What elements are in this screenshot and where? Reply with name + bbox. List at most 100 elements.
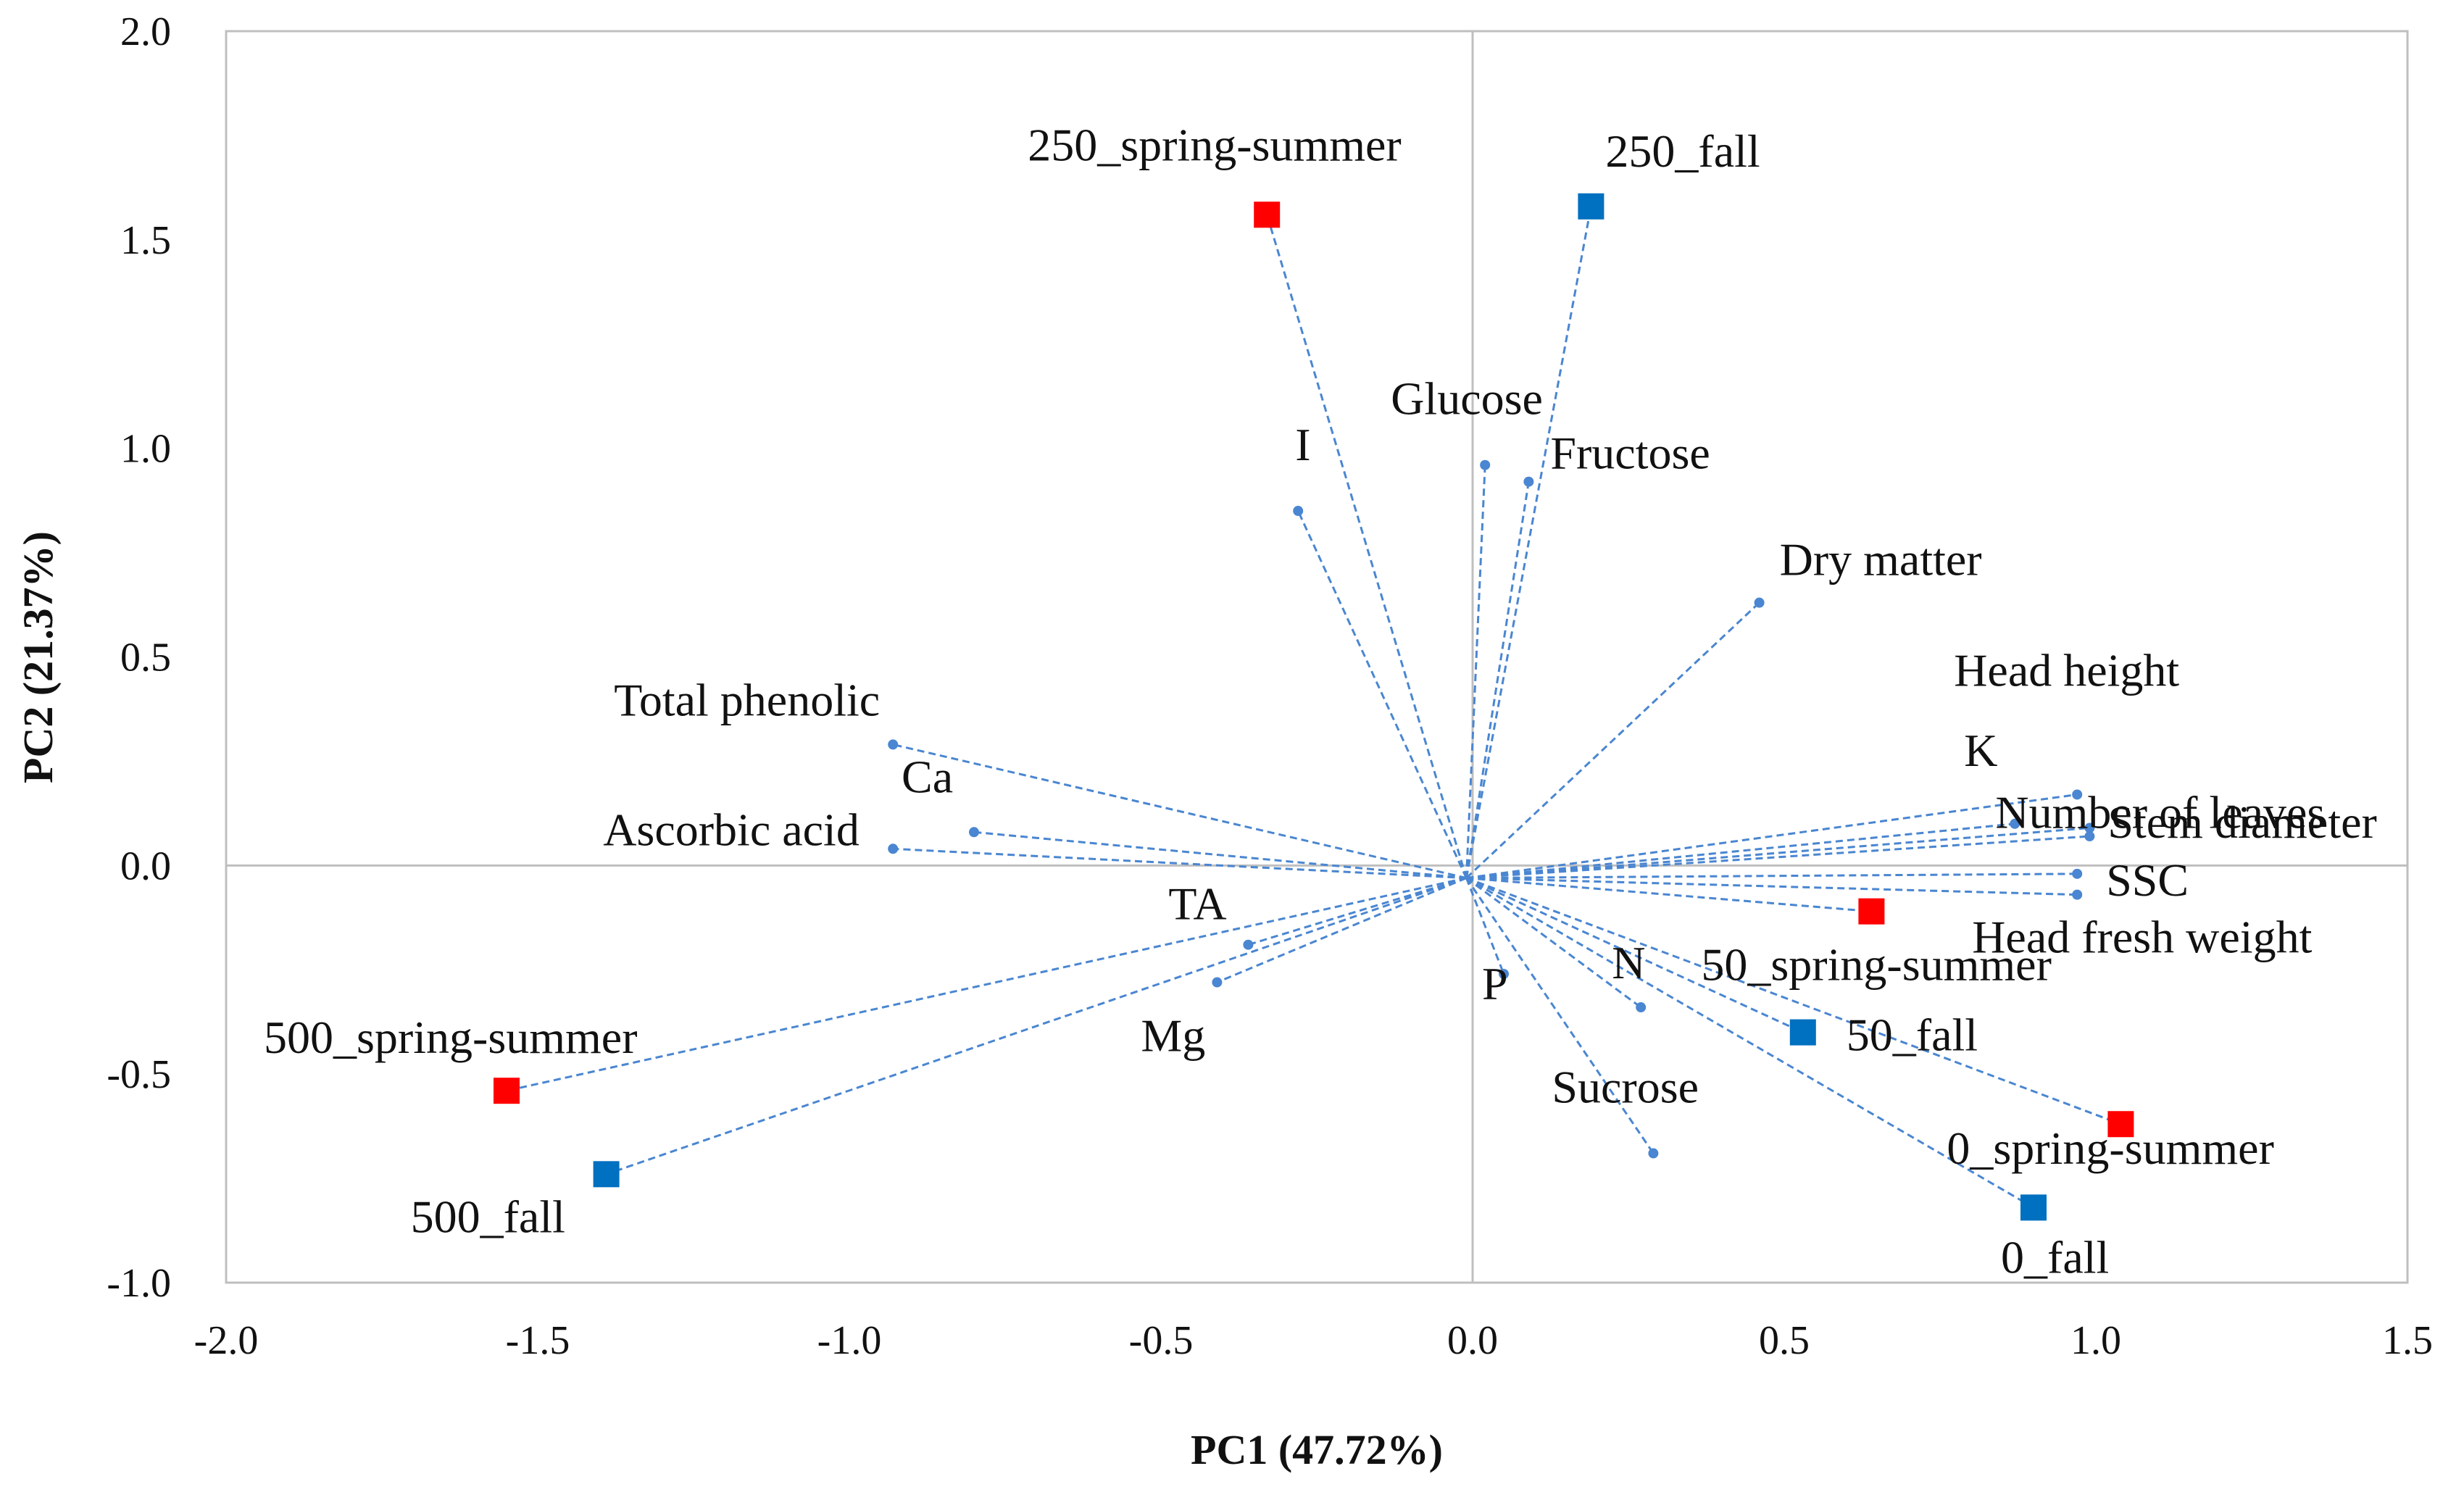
x-tick-label: -1.5 [506,1318,570,1363]
loading-point-ca [969,827,979,838]
x-axis-ticks: -2.0 -1.5 -1.0 -0.5 0.0 0.5 1.0 1.5 [194,1318,2433,1363]
sample-marker-250-fall [1578,193,1604,220]
loading-label-head-fresh-weight: Head fresh weight [1972,912,2312,963]
loading-label-stem-diameter: Stem diameter [2107,796,2376,848]
loading-label-ta: TA [1168,878,1226,930]
sample-label-0-spring-summer: 0_spring-summer [1947,1122,2274,1174]
loading-point-k [2010,818,2020,829]
sample-label-500-fall: 500_fall [411,1191,565,1242]
loading-lines [892,465,2090,1154]
loading-label-ssc: SSC [2106,854,2189,906]
loading-point-ascorbic-acid [888,844,899,854]
sample-line-500-fall [606,877,1467,1175]
loading-line-sucrose [1465,877,1655,1154]
x-tick-label: -2.0 [194,1318,259,1363]
y-tick-label: 0.0 [120,844,171,888]
loading-point-fructose [1523,476,1534,487]
sample-line-0-fall [1465,877,2034,1209]
loading-label-i: I [1295,419,1310,470]
loading-point-sucrose [1648,1148,1659,1159]
loading-label-mg: Mg [1141,1010,1205,1062]
loading-label-fructose: Fructose [1550,428,1710,479]
x-tick-label: -1.0 [817,1318,882,1363]
loading-line-total-phenolic [892,743,1467,880]
loading-point-ssc [2072,868,2083,879]
sample-marker-500-fall [593,1161,620,1188]
sample-lines [506,206,2121,1209]
loading-point-dry-matter [1754,597,1765,608]
loading-label-sucrose: Sucrose [1552,1062,1699,1113]
loading-line-k [1466,822,2015,880]
sample-marker-50-spring-summer [1858,898,1885,925]
sample-line-50-spring-summer [1466,877,1872,913]
x-axis-title: PC1 (47.72%) [1191,1426,1443,1473]
loading-label-head-height: Head height [1954,644,2179,696]
loading-point-head-fresh-weight [2072,889,2083,900]
loading-label-ca: Ca [902,751,953,802]
loading-line-stem-diameter [1466,835,2090,880]
loading-point-mg [1212,977,1223,988]
sample-marker-0-fall [2020,1194,2047,1221]
loading-line-head-fresh-weight [1466,877,2078,896]
y-tick-label: 1.0 [120,427,171,472]
loading-point-p [1499,969,1509,980]
loading-line-ta [1247,877,1467,946]
sample-label-50-fall: 50_fall [1847,1009,1978,1061]
y-axis-title: PC2 (21.37%) [14,531,62,783]
y-tick-label: -1.0 [107,1261,171,1306]
plot-area-frame [225,30,2409,1284]
loading-line-ssc [1466,872,2078,880]
y-tick-label: 0.5 [120,636,171,680]
loading-points [888,459,2095,1159]
loading-line-i [1296,510,1468,879]
loading-point-n [1636,1002,1647,1013]
sample-line-250-fall [1465,206,1592,878]
y-tick-label: 1.5 [120,218,171,263]
sample-line-500-spring-summer [506,877,1467,1092]
sample-marker-50-fall [1789,1019,1816,1046]
loading-line-dry-matter [1465,601,1760,879]
sample-label-0-fall: 0_fall [2001,1231,2109,1283]
sample-label-50-spring-summer: 50_spring-summer [1701,939,2052,991]
loading-label-glucose: Glucose [1391,373,1543,425]
loading-line-ca [973,830,1467,880]
loading-label-k: K [1964,725,1997,776]
loading-point-i [1293,506,1304,517]
sample-marker-500-spring-summer [494,1078,520,1104]
loading-label-ascorbic-acid: Ascorbic acid [603,804,860,855]
sample-line-50-fall [1465,877,1804,1033]
sample-label-500-spring-summer: 500_spring-summer [264,1012,638,1063]
sample-line-250-spring-summer [1265,214,1468,879]
loading-line-n [1465,877,1642,1009]
loading-line-mg [1216,877,1467,983]
loading-line-ascorbic-acid [893,847,1467,880]
x-tick-label: 1.5 [2382,1318,2433,1363]
loading-line-head-height [1466,793,2078,880]
x-tick-label: -0.5 [1129,1318,1194,1363]
loading-point-stem-diameter [2084,831,2095,842]
loading-label-n: N [1612,937,1645,988]
x-tick-label: 0.0 [1447,1318,1498,1363]
x-tick-label: 0.5 [1759,1318,1810,1363]
sample-label-250-spring-summer: 250_spring-summer [1028,119,1402,170]
y-axis-ticks: 2.0 1.5 1.0 0.5 0.0 -0.5 -1.0 [107,9,171,1306]
loading-point-head-height [2072,789,2083,800]
loading-label-total-phenolic: Total phenolic [614,674,880,725]
sample-marker-0-spring-summer [2107,1111,2134,1138]
sample-labels: 250_spring-summer 250_fall 500_spring-summ… [264,119,2274,1283]
x-tick-label: 1.0 [2070,1318,2121,1363]
loading-line-fructose [1465,481,1530,878]
sample-marker-250-spring-summer [1254,201,1281,228]
sample-line-0-spring-summer [1465,877,2121,1125]
loading-point-ta [1243,939,1254,950]
loading-label-number-of-leaves: Number of leaves [1995,787,2325,838]
loading-line-p [1465,878,1505,975]
y-tick-label: -0.5 [107,1052,171,1097]
sample-points [494,193,2134,1221]
loading-point-glucose [1480,459,1491,470]
y-tick-label: 2.0 [120,9,171,54]
loading-label-dry-matter: Dry matter [1780,534,1982,586]
zero-axes [226,31,2407,1283]
loading-point-total-phenolic [888,739,899,750]
